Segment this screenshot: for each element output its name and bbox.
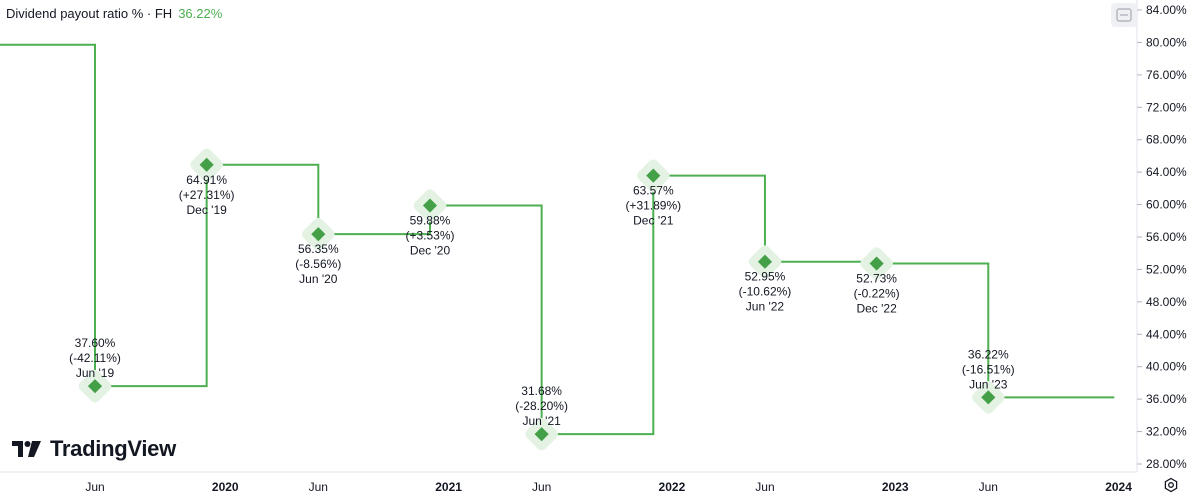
data-label-change: (+3.53%) <box>405 229 454 243</box>
y-tick-label: 40.00% <box>1146 360 1187 374</box>
x-tick-label: Jun <box>979 480 998 494</box>
data-point-marker <box>646 168 661 183</box>
y-tick-label: 76.00% <box>1146 68 1187 82</box>
data-label-value: 64.91% <box>186 173 227 187</box>
data-label-period: Jun '21 <box>522 414 561 428</box>
data-label-value: 37.60% <box>75 336 116 350</box>
y-tick-label: 60.00% <box>1146 198 1187 212</box>
y-tick-label: 68.00% <box>1146 133 1187 147</box>
data-label-value: 36.22% <box>968 347 1009 361</box>
y-tick-label: 72.00% <box>1146 100 1187 114</box>
legend[interactable]: Dividend payout ratio % · FH 36.22% <box>6 6 222 21</box>
legend-label: Dividend payout ratio % · FH <box>6 6 173 21</box>
tradingview-logo-icon <box>12 441 41 457</box>
chart-toggle-icon <box>1116 8 1132 22</box>
data-label-period: Dec '19 <box>187 203 228 217</box>
x-tick-label: Jun <box>309 480 328 494</box>
data-label-change: (-16.51%) <box>962 362 1015 376</box>
y-tick-label: 48.00% <box>1146 295 1187 309</box>
x-tick-label: Jun <box>755 480 774 494</box>
data-label-period: Jun '19 <box>76 366 115 380</box>
x-tick-label: 2022 <box>659 480 686 494</box>
data-point-marker <box>757 254 773 269</box>
y-tick-label: 44.00% <box>1146 327 1187 341</box>
payout-ratio-step-line <box>0 43 1115 436</box>
data-point-marker <box>869 256 884 271</box>
data-label-change: (-8.56%) <box>295 257 341 271</box>
y-tick-label: 32.00% <box>1146 425 1187 439</box>
data-label-period: Dec '21 <box>633 214 674 228</box>
y-tick-label: 36.00% <box>1146 392 1187 406</box>
data-label-value: 31.68% <box>521 384 562 398</box>
x-tick-label: 2023 <box>882 480 909 494</box>
data-label-value: 63.57% <box>633 184 674 198</box>
chart-toggle-button[interactable] <box>1111 3 1137 27</box>
x-tick-label: 2021 <box>435 480 462 494</box>
data-point-marker <box>422 198 438 213</box>
data-point-markers[interactable] <box>77 146 1007 452</box>
data-label-change: (-28.20%) <box>515 399 568 413</box>
series-step-path <box>0 43 1115 436</box>
data-label-change: (+31.89%) <box>625 199 681 213</box>
data-point-marker <box>981 390 996 405</box>
x-tick-label: Jun <box>85 480 104 494</box>
tradingview-logo-text: TradingView <box>50 436 176 461</box>
data-label-period: Dec '22 <box>856 302 897 316</box>
y-tick-label: 84.00% <box>1146 3 1187 17</box>
x-tick-label: 2020 <box>212 480 239 494</box>
data-label-period: Jun '20 <box>299 272 338 286</box>
y-tick-label: 80.00% <box>1146 35 1187 49</box>
y-tick-label: 64.00% <box>1146 165 1187 179</box>
y-tick-label: 56.00% <box>1146 230 1187 244</box>
x-axis: Jun 2020 Jun 2021 Jun 2022 Jun 2023 Jun 2024 <box>0 471 1137 494</box>
data-point-marker <box>87 379 103 394</box>
y-axis: 28.00% 32.00% 36.00% 40.00% 44.00% 48.00% 52.0… <box>1136 0 1187 472</box>
data-label-period: Jun '23 <box>969 377 1008 391</box>
data-labels: 37.60%(-42.11%)Jun '1964.91%(+27.31%)Dec… <box>69 173 1015 428</box>
settings-button[interactable] <box>1159 474 1183 496</box>
data-point-marker <box>311 227 326 242</box>
y-tick-label: 52.00% <box>1146 262 1187 276</box>
y-tick-label: 28.00% <box>1146 457 1187 471</box>
data-label-change: (+27.31%) <box>179 188 235 202</box>
data-point-marker <box>199 157 214 172</box>
x-tick-label: Jun <box>532 480 551 494</box>
data-label-value: 52.73% <box>856 272 897 286</box>
data-label-value: 56.35% <box>298 242 339 256</box>
data-label-period: Dec '20 <box>410 244 451 258</box>
data-label-period: Jun '22 <box>746 300 785 314</box>
data-label-change: (-10.62%) <box>739 285 792 299</box>
data-label-value: 52.95% <box>745 270 786 284</box>
x-tick-label: 2024 <box>1105 480 1132 494</box>
data-point-marker <box>534 427 549 442</box>
data-label-value: 59.88% <box>410 214 451 228</box>
tradingview-logo[interactable]: TradingView <box>12 436 176 462</box>
data-label-change: (-0.22%) <box>854 287 900 301</box>
legend-value: 36.22% <box>178 6 223 21</box>
settings-gear-icon <box>1164 477 1178 493</box>
data-label-change: (-42.11%) <box>69 351 121 365</box>
